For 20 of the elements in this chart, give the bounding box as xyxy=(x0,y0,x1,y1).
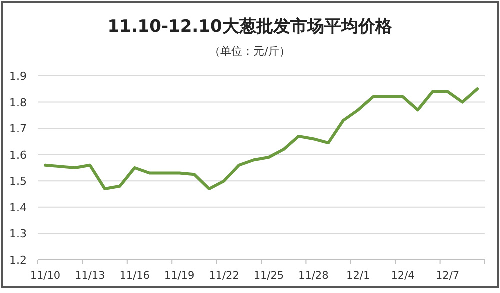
ytick: 1.3 xyxy=(10,228,27,241)
xtick: 12/1 xyxy=(346,270,370,282)
ytick: 1.7 xyxy=(10,122,27,136)
ytick: 1.8 xyxy=(10,96,27,110)
ytick: 1.6 xyxy=(10,148,27,162)
title: 11.10-12.10大葱批发市场平均价格 xyxy=(108,17,392,37)
xtick: 11/16 xyxy=(120,270,150,282)
subtitle: （单位：元/斤） xyxy=(210,45,290,58)
xtick: 11/13 xyxy=(75,270,106,282)
xtick: 11/28 xyxy=(298,270,329,282)
xtick: 11/25 xyxy=(254,270,284,282)
ytick: 1.4 xyxy=(10,201,27,214)
ytick: 1.5 xyxy=(10,175,27,188)
xtick: 11/10 xyxy=(30,270,61,282)
xtick: 12/4 xyxy=(391,270,415,282)
xtick: 12/7 xyxy=(436,270,460,282)
ytick: 1.2 xyxy=(10,254,27,267)
ytick: 1.9 xyxy=(10,70,27,83)
xtick: 11/19 xyxy=(164,270,195,282)
xtick: 11/22 xyxy=(209,270,240,282)
